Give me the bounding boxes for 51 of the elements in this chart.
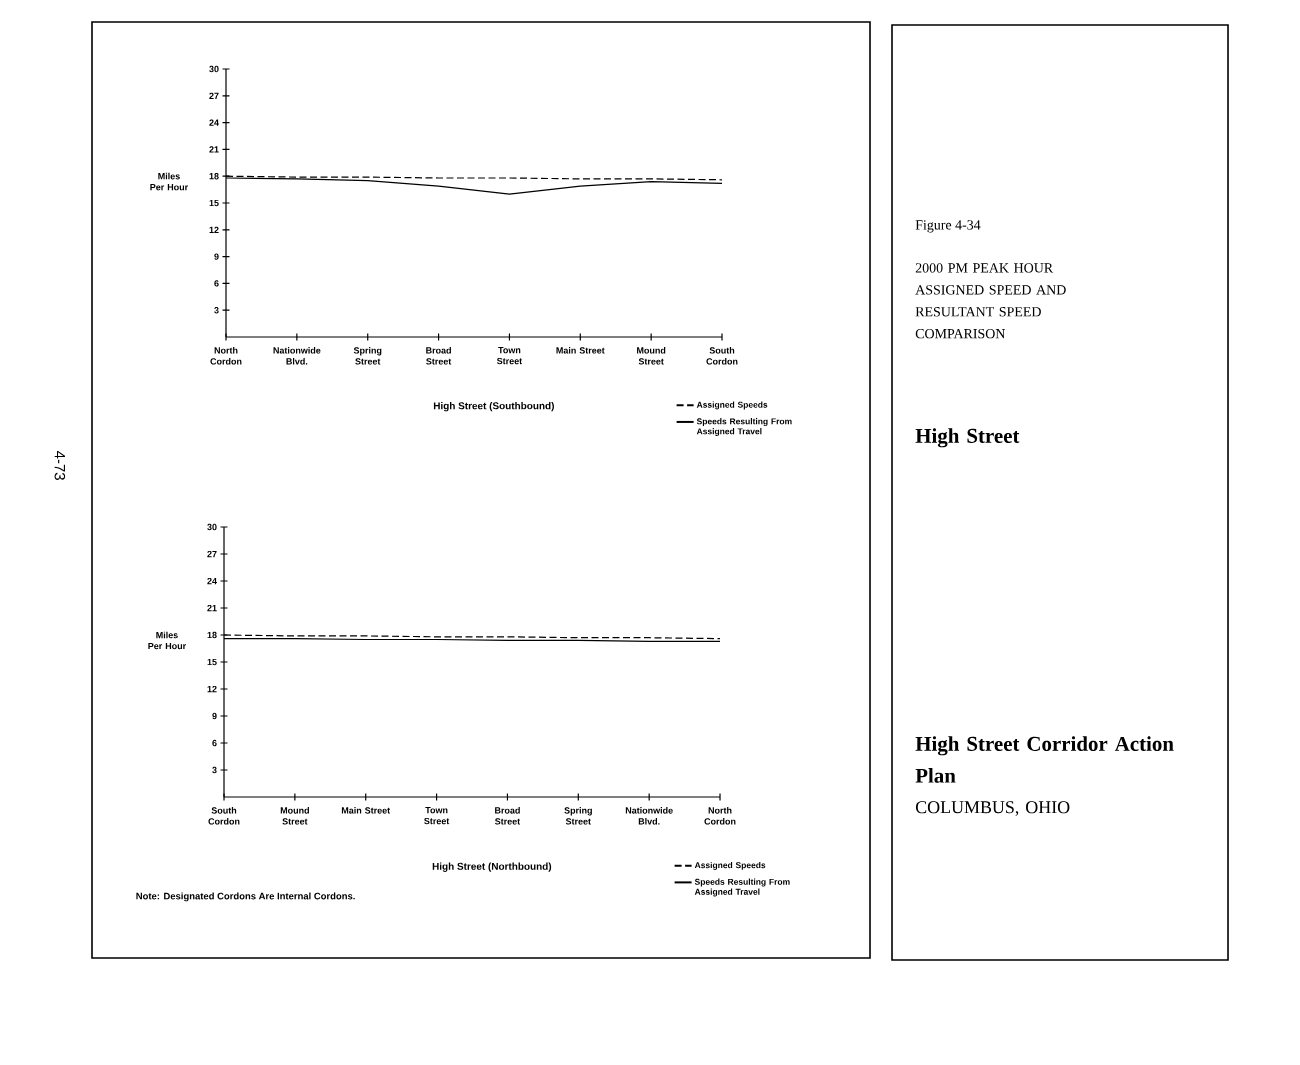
x-tick-label: North Cordon	[704, 807, 736, 825]
legend-label: Assigned Speeds	[696, 401, 768, 410]
y-tick-label: 3	[214, 307, 219, 314]
legend-label: Speeds Resulting From Assigned Travel	[696, 418, 792, 437]
legend-label: Assigned Speeds	[694, 861, 766, 870]
x-tick-label: Spring Street	[564, 807, 592, 825]
text: 2000 PM PEAK HOUR ASSIGNED SPEED AND RESULTANT SPEED COMPARISON	[915, 263, 1066, 339]
text: Note: Designated Cordons Are Internal Cordons.	[136, 892, 355, 902]
y-tick-label: 18	[209, 173, 219, 180]
y-tick-label: 12	[207, 685, 217, 693]
x-tick-label: Nationwide Blvd.	[625, 807, 673, 825]
x-axis-title: High Street (Northbound)	[432, 862, 552, 872]
y-axis-title: Miles Per Hour	[150, 172, 189, 191]
x-tick-label: Mound Street	[280, 807, 309, 825]
x-tick-label: Town Street	[497, 347, 523, 365]
y-tick-label: 6	[212, 739, 217, 747]
y-tick-label: 3	[212, 766, 217, 774]
legend-label: Speeds Resulting From Assigned Travel	[694, 878, 790, 897]
text: High Street	[915, 428, 1020, 448]
y-tick-label: 24	[209, 119, 219, 126]
y-tick-label: 21	[207, 604, 217, 612]
y-tick-label: 12	[209, 226, 219, 233]
y-tick-label: 30	[209, 65, 219, 73]
text: COLUMBUS, OHIO	[915, 801, 1070, 816]
x-tick-label: Spring Street	[353, 347, 382, 365]
x-tick-label: South Cordon	[208, 807, 240, 825]
y-tick-label: 18	[207, 631, 217, 639]
y-tick-label: 15	[209, 199, 219, 207]
x-tick-label: Main Street	[556, 347, 605, 354]
x-tick-label: Town Street	[424, 807, 450, 825]
y-tick-label: 15	[207, 658, 217, 666]
y-tick-label: 21	[209, 146, 219, 153]
x-tick-label: Broad Street	[495, 807, 521, 825]
x-tick-label: Broad Street	[426, 347, 452, 365]
text: High Street Corridor Action Plan	[915, 736, 1174, 783]
y-tick-label: 24	[207, 577, 217, 585]
y-tick-label: 9	[212, 712, 217, 720]
y-tick-label: 27	[207, 550, 217, 558]
x-axis-title: High Street (Southbound)	[433, 402, 554, 412]
text: 4-73	[54, 451, 66, 480]
y-tick-label: 9	[214, 253, 219, 260]
x-tick-label: Mound Street	[637, 347, 666, 365]
y-axis-title: Miles Per Hour	[148, 631, 187, 650]
y-tick-label: 30	[207, 523, 217, 531]
y-tick-label: 6	[214, 280, 219, 287]
text: Figure 4-34	[915, 220, 981, 233]
x-tick-label: South Cordon	[706, 347, 738, 365]
x-tick-label: North Cordon	[210, 347, 242, 365]
x-tick-label: Main Street	[341, 807, 391, 814]
x-tick-label: Nationwide Blvd.	[273, 347, 321, 365]
y-tick-label: 27	[209, 92, 219, 99]
